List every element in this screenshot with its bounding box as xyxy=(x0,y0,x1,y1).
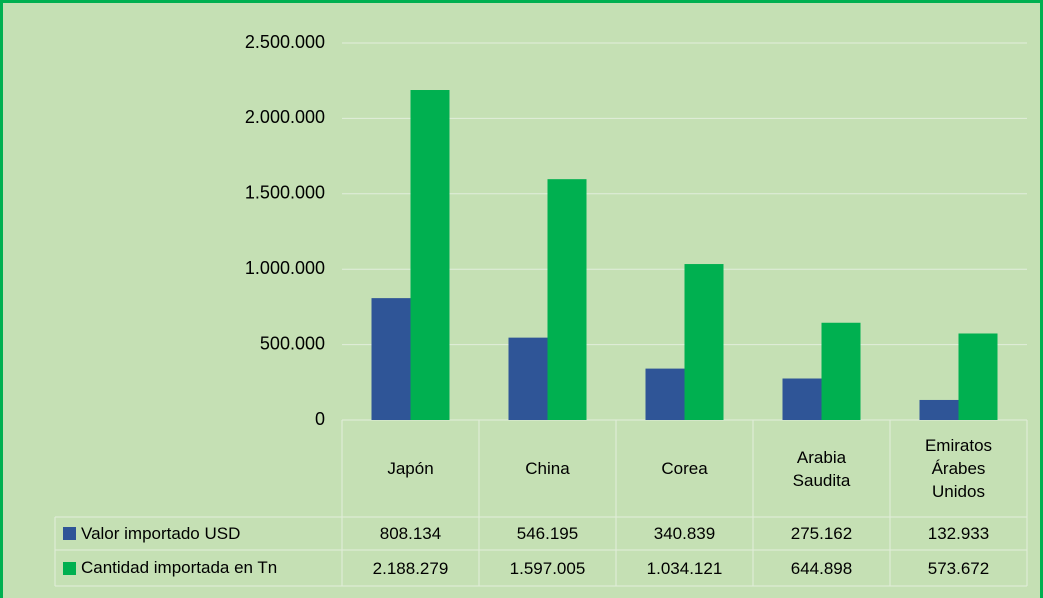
table-value: 546.195 xyxy=(516,524,579,543)
table-value: 808.134 xyxy=(379,524,442,543)
legend-entry: Valor importado USD xyxy=(63,517,240,550)
bar xyxy=(782,378,822,420)
legend-label: Valor importado USD xyxy=(81,523,241,543)
legend-entry: Cantidad importada en Tn xyxy=(63,550,277,586)
table-value: 132.933 xyxy=(927,524,990,543)
table-value: 1.034.121 xyxy=(646,558,723,578)
legend-key xyxy=(63,527,76,540)
bar xyxy=(958,333,998,420)
table-value: 644.898 xyxy=(790,558,853,578)
bar xyxy=(508,337,548,420)
category-label: Emiratos Árabes Unidos xyxy=(924,436,993,501)
bar xyxy=(371,298,411,420)
y-tick-label: 500.000 xyxy=(260,333,325,353)
table-value: 275.162 xyxy=(790,524,853,543)
y-tick-label: 0 xyxy=(315,409,325,429)
table-value: 2.188.279 xyxy=(372,558,449,578)
y-tick-label: 2.500.000 xyxy=(245,32,325,52)
y-tick-label: 1.500.000 xyxy=(245,183,325,203)
table-value: 1.597.005 xyxy=(509,558,586,578)
bar xyxy=(821,322,861,420)
category-label: China xyxy=(525,459,570,478)
y-tick-label: 1.000.000 xyxy=(245,258,325,278)
category-label: Japón xyxy=(387,459,434,478)
bar xyxy=(919,399,959,420)
y-tick-label: 2.000.000 xyxy=(245,107,325,127)
category-label: Corea xyxy=(661,459,708,478)
bar xyxy=(547,179,587,420)
plot: 0 500.000 1.000.000 1.500.000 2.000.000 2.500… xyxy=(54,32,1028,587)
legend-key xyxy=(63,561,76,575)
category-label: Arabia Saudita xyxy=(792,447,851,490)
bar xyxy=(410,90,450,420)
table-value: 340.839 xyxy=(653,524,716,543)
legend-label: Cantidad importada en Tn xyxy=(81,558,278,577)
table-value: 573.672 xyxy=(927,558,990,578)
bar xyxy=(645,368,685,420)
bar xyxy=(684,264,724,420)
